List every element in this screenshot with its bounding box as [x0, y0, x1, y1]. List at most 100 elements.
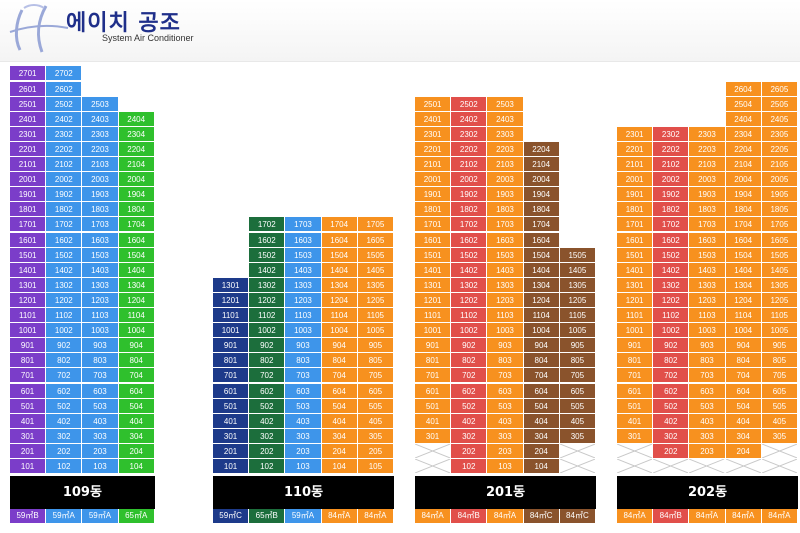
unit-cell[interactable]: 1201 — [415, 292, 452, 308]
unit-cell[interactable]: 804 — [725, 353, 762, 369]
unit-cell[interactable]: 1005 — [761, 323, 798, 339]
unit-cell[interactable]: 504 — [523, 398, 560, 414]
unit-cell[interactable]: 1805 — [761, 202, 798, 218]
unit-cell[interactable]: 804 — [523, 353, 560, 369]
unit-cell[interactable]: 705 — [559, 368, 596, 384]
unit-cell[interactable]: 805 — [761, 353, 798, 369]
unit-cell[interactable]: 905 — [559, 338, 596, 354]
unit-cell[interactable]: 1405 — [559, 262, 596, 278]
unit-cell[interactable]: 1105 — [761, 308, 798, 323]
unit-cell[interactable]: 304 — [725, 428, 762, 444]
unit-cell[interactable]: 2605 — [761, 81, 798, 97]
unit-cell[interactable]: 1604 — [523, 232, 560, 248]
unit-cell[interactable]: 903 — [689, 338, 726, 354]
unit-cell[interactable]: 2301 — [10, 126, 47, 142]
unit-cell[interactable]: 1402 — [451, 262, 488, 278]
unit-cell[interactable]: 101 — [213, 459, 250, 474]
unit-cell[interactable]: 2004 — [523, 172, 560, 188]
unit-cell[interactable]: 1203 — [487, 292, 524, 308]
unit-cell[interactable]: 2701 — [10, 66, 47, 82]
unit-cell[interactable]: 1205 — [357, 292, 394, 308]
unit-cell[interactable]: 2105 — [761, 157, 798, 172]
unit-cell[interactable]: 1104 — [321, 308, 358, 323]
unit-cell[interactable]: 2204 — [523, 141, 560, 157]
unit-cell[interactable]: 1801 — [10, 202, 47, 218]
unit-cell[interactable]: 1202 — [46, 292, 83, 308]
unit-cell[interactable]: 2202 — [451, 141, 488, 157]
unit-cell[interactable]: 1401 — [617, 262, 654, 278]
unit-cell[interactable]: 905 — [761, 338, 798, 354]
unit-cell[interactable]: 304 — [321, 428, 358, 444]
unit-cell[interactable]: 605 — [357, 383, 394, 399]
unit-cell[interactable]: 1702 — [46, 217, 83, 233]
unit-cell[interactable]: 1704 — [321, 217, 358, 233]
unit-cell[interactable]: 2104 — [523, 157, 560, 172]
unit-cell[interactable]: 1804 — [725, 202, 762, 218]
unit-cell[interactable]: 1102 — [653, 308, 690, 323]
unit-cell[interactable]: 901 — [10, 338, 47, 354]
unit-cell[interactable]: 2404 — [118, 111, 155, 127]
unit-cell[interactable]: 1003 — [82, 323, 119, 339]
unit-cell[interactable]: 1601 — [415, 232, 452, 248]
unit-cell[interactable]: 704 — [523, 368, 560, 384]
unit-cell[interactable]: 601 — [617, 383, 654, 399]
unit-cell[interactable]: 1401 — [10, 262, 47, 278]
unit-cell[interactable]: 1501 — [617, 247, 654, 263]
unit-cell[interactable]: 1901 — [617, 187, 654, 203]
unit-cell[interactable]: 701 — [213, 368, 250, 384]
unit-cell[interactable]: 203 — [689, 443, 726, 459]
unit-cell[interactable]: 102 — [249, 459, 286, 474]
unit-cell[interactable]: 405 — [357, 413, 394, 429]
unit-cell[interactable]: 2303 — [487, 126, 524, 142]
unit-cell[interactable]: 1002 — [46, 323, 83, 339]
unit-cell[interactable]: 2103 — [487, 157, 524, 172]
unit-cell[interactable]: 305 — [761, 428, 798, 444]
unit-cell[interactable]: 1703 — [689, 217, 726, 233]
unit-cell[interactable]: 2104 — [118, 157, 155, 172]
unit-cell[interactable]: 1701 — [10, 217, 47, 233]
unit-cell[interactable]: 702 — [653, 368, 690, 384]
unit-cell[interactable]: 602 — [451, 383, 488, 399]
unit-cell[interactable]: 1704 — [725, 217, 762, 233]
unit-cell[interactable]: 1702 — [653, 217, 690, 233]
unit-cell[interactable]: 1305 — [357, 277, 394, 293]
unit-cell[interactable]: 2102 — [451, 157, 488, 172]
unit-cell[interactable]: 1004 — [321, 323, 358, 339]
unit-cell[interactable]: 903 — [285, 338, 322, 354]
unit-cell[interactable]: 202 — [451, 443, 488, 459]
unit-cell[interactable]: 1001 — [213, 323, 250, 339]
unit-cell[interactable]: 1202 — [249, 292, 286, 308]
unit-cell[interactable]: 2201 — [415, 141, 452, 157]
unit-cell[interactable]: 103 — [285, 459, 322, 474]
unit-cell[interactable]: 604 — [118, 383, 155, 399]
unit-cell[interactable]: 1304 — [523, 277, 560, 293]
unit-cell[interactable]: 1001 — [10, 323, 47, 339]
unit-cell[interactable]: 401 — [617, 413, 654, 429]
unit-cell[interactable]: 401 — [415, 413, 452, 429]
unit-cell[interactable]: 1605 — [357, 232, 394, 248]
unit-cell[interactable]: 1803 — [82, 202, 119, 218]
unit-cell[interactable]: 302 — [451, 428, 488, 444]
unit-cell[interactable]: 1604 — [118, 232, 155, 248]
unit-cell[interactable]: 1001 — [415, 323, 452, 339]
unit-cell[interactable]: 2002 — [653, 172, 690, 188]
unit-cell[interactable]: 2401 — [415, 111, 452, 127]
unit-cell[interactable]: 1605 — [761, 232, 798, 248]
unit-cell[interactable]: 1005 — [559, 323, 596, 339]
unit-cell[interactable]: 503 — [82, 398, 119, 414]
unit-cell[interactable]: 1403 — [82, 262, 119, 278]
unit-cell[interactable]: 2001 — [10, 172, 47, 188]
unit-cell[interactable]: 303 — [487, 428, 524, 444]
unit-cell[interactable]: 2304 — [118, 126, 155, 142]
unit-cell[interactable]: 1903 — [487, 187, 524, 203]
unit-cell[interactable]: 1101 — [213, 308, 250, 323]
unit-cell[interactable]: 1504 — [321, 247, 358, 263]
unit-cell[interactable]: 904 — [321, 338, 358, 354]
unit-cell[interactable]: 1503 — [689, 247, 726, 263]
unit-cell[interactable]: 305 — [559, 428, 596, 444]
unit-cell[interactable]: 505 — [559, 398, 596, 414]
unit-cell[interactable]: 1603 — [487, 232, 524, 248]
unit-cell[interactable]: 203 — [487, 443, 524, 459]
unit-cell[interactable]: 2702 — [46, 66, 83, 82]
unit-cell[interactable]: 1003 — [689, 323, 726, 339]
